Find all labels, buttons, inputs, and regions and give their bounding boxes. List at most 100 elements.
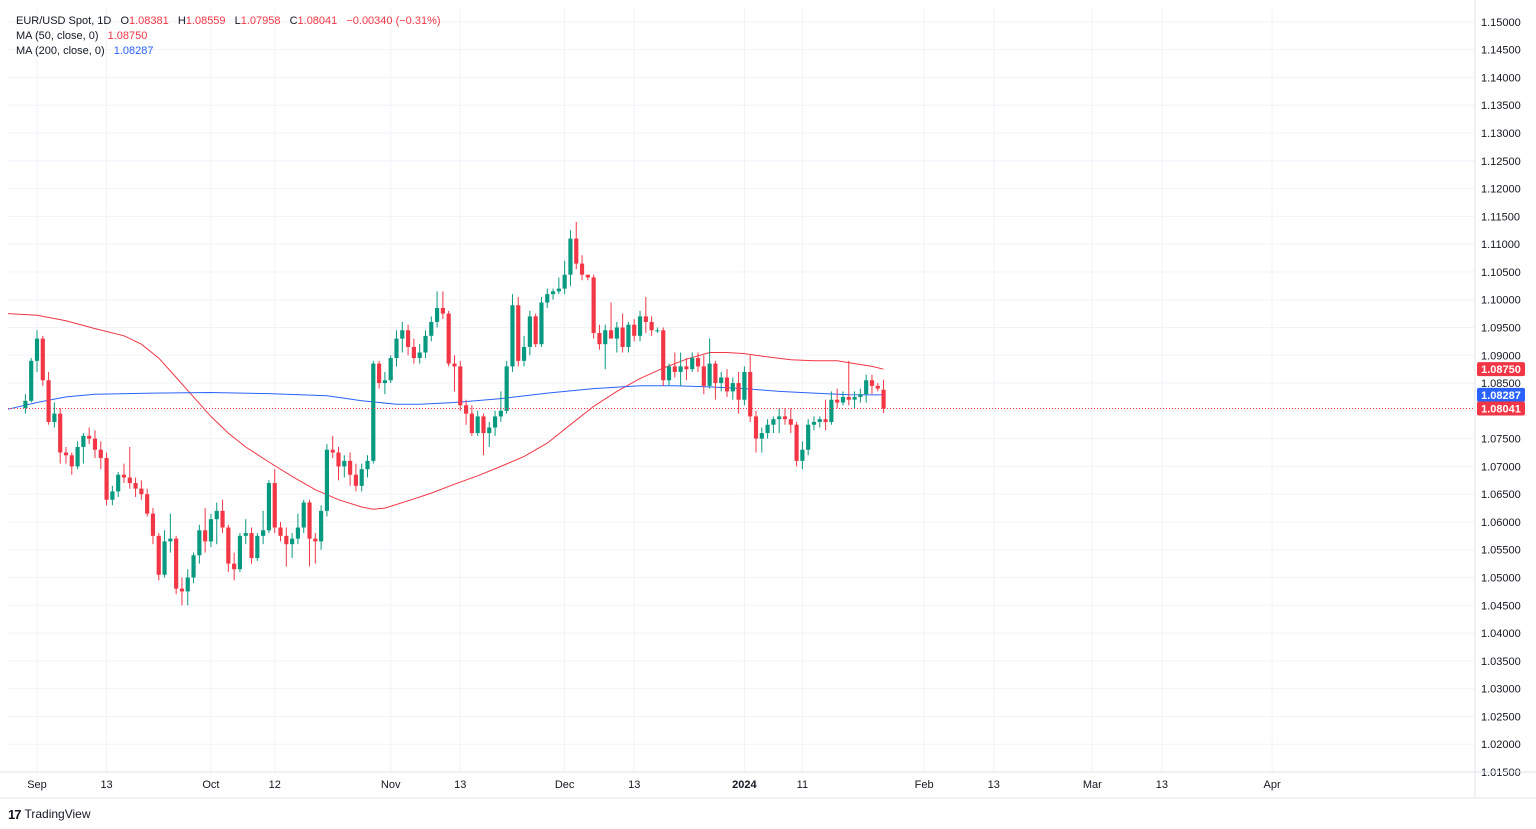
candle-down	[411, 338, 416, 364]
candle-body	[440, 308, 445, 314]
candle-down	[794, 421, 799, 467]
candle-up	[707, 338, 712, 389]
candle-body	[649, 321, 654, 331]
y-tick-label: 1.02500	[1481, 711, 1521, 723]
ma50-legend-row[interactable]: MA (50, close, 0) 1.08750	[16, 29, 441, 44]
candle-body	[840, 396, 846, 403]
candle-body	[342, 460, 347, 467]
tradingview-attribution[interactable]: 17 TradingView	[8, 806, 91, 822]
candle-body	[777, 416, 782, 420]
candle-body	[684, 366, 689, 370]
candle-down	[835, 388, 840, 409]
time-axis[interactable]: Sep 13 Oct 12 Nov 13 Dec 13 2024 11 Feb 13 Mar 13 Apr	[0, 771, 1536, 799]
x-tick-label: 13	[100, 779, 112, 791]
price-label-bg	[1477, 401, 1525, 416]
candle-body	[765, 424, 770, 434]
symbol-title: EUR/USD Spot, 1D	[16, 15, 112, 27]
candle-down	[463, 399, 469, 425]
candle-down	[701, 355, 706, 395]
candle-up	[603, 324, 608, 370]
candle-up	[765, 419, 770, 439]
chart-legend: EUR/USD Spot, 1D O1.08381 H1.08559 L1.07…	[16, 14, 441, 59]
candle-up	[626, 321, 631, 353]
candle-down	[753, 410, 759, 453]
candle-body	[434, 308, 440, 322]
candle-up	[23, 394, 28, 414]
candle-body	[742, 371, 747, 400]
candle-up	[562, 260, 567, 295]
candle-down	[92, 430, 98, 459]
candle-body	[162, 541, 167, 575]
x-tick-label: Nov	[381, 779, 401, 791]
candlestick-series	[23, 221, 886, 606]
candle-down	[406, 324, 411, 356]
brand-name: TradingView	[24, 807, 91, 821]
candle-down	[40, 335, 45, 386]
candle-up	[719, 371, 724, 392]
candle-down	[46, 371, 51, 425]
candle-down	[469, 405, 474, 436]
candle-down	[724, 369, 730, 397]
candle-body	[110, 491, 115, 500]
candle-body	[284, 535, 289, 545]
price-label: 1.08750	[1477, 362, 1525, 377]
candle-down	[661, 327, 666, 386]
candle-down	[458, 360, 463, 411]
ma200-legend-row[interactable]: MA (200, close, 0) 1.08287	[16, 44, 441, 59]
candle-down	[87, 427, 92, 445]
candle-down	[516, 296, 521, 367]
candle-down	[788, 408, 793, 434]
y-tick-label: 1.06500	[1481, 489, 1521, 501]
candle-body	[661, 330, 666, 381]
ma200-value: 1.08287	[113, 45, 154, 57]
close-value: 1.08041	[297, 15, 338, 27]
ma200-label: MA (200, close, 0)	[16, 45, 105, 57]
y-tick-label: 1.05000	[1481, 573, 1521, 585]
candle-down	[150, 508, 156, 545]
candle-down	[869, 374, 875, 395]
candle-down	[684, 358, 689, 381]
candle-body	[724, 377, 730, 392]
candle-body	[34, 338, 40, 361]
ma50-value: 1.08750	[107, 30, 148, 42]
candle-down	[330, 435, 335, 459]
candle-down	[748, 355, 753, 422]
high-label: H	[177, 15, 186, 27]
candle-up	[301, 499, 306, 534]
candle-up	[429, 316, 434, 342]
candle-up	[324, 444, 330, 517]
candle-body	[695, 358, 701, 367]
price-axis[interactable]: 1.15000 1.14500 1.14000 1.13500 1.13000 1.125…	[1474, 0, 1521, 798]
y-tick-label: 1.08500	[1481, 378, 1521, 390]
candle-up	[510, 294, 515, 372]
candle-body	[98, 449, 103, 459]
symbol-legend-row[interactable]: EUR/USD Spot, 1D O1.08381 H1.08559 L1.07…	[16, 14, 441, 29]
candle-body	[475, 416, 480, 434]
candle-body	[858, 394, 863, 397]
candle-up	[81, 433, 86, 464]
candle-up	[550, 288, 556, 300]
y-tick-label: 1.02000	[1481, 739, 1521, 751]
candle-down	[823, 399, 828, 431]
candle-down	[672, 352, 677, 378]
x-tick-label: Dec	[555, 779, 575, 791]
candle-down	[336, 446, 341, 481]
candle-body	[46, 380, 51, 422]
candle-down	[69, 452, 74, 475]
candle-up	[359, 463, 364, 492]
x-tick-label: Apr	[1263, 779, 1280, 791]
candle-body	[145, 494, 150, 514]
candle-body	[63, 452, 69, 456]
candle-body	[348, 460, 353, 475]
candle-body	[185, 577, 190, 592]
candle-body	[608, 330, 614, 339]
y-tick-label: 1.06000	[1481, 517, 1521, 529]
y-tick-label: 1.09500	[1481, 322, 1521, 334]
x-tick-label: Feb	[915, 779, 934, 791]
candle-body	[579, 263, 585, 275]
candle-down	[446, 310, 451, 367]
candle-up	[197, 524, 202, 564]
candle-body	[492, 416, 498, 428]
candle-body	[550, 291, 556, 295]
